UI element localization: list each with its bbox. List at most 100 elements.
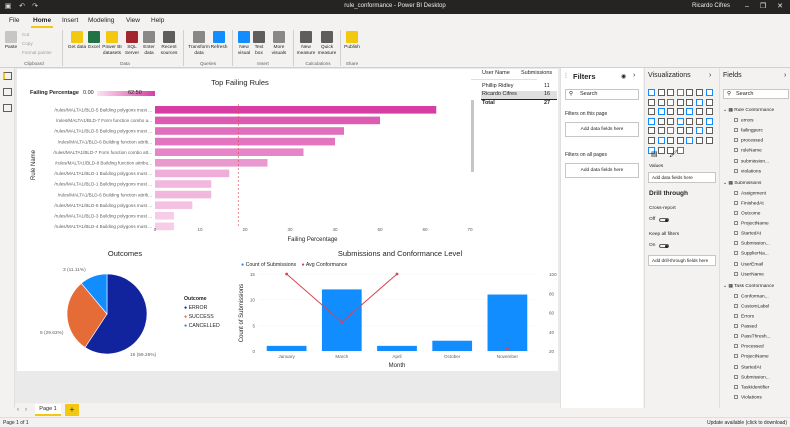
add-page-button[interactable]: + (65, 404, 79, 416)
field-item[interactable]: Conforman... (734, 293, 790, 299)
visual-type-icon[interactable] (667, 137, 675, 144)
checkbox[interactable] (734, 354, 738, 359)
bar-mark[interactable] (266, 345, 307, 351)
tab-home[interactable]: Home (30, 17, 54, 28)
checkbox[interactable] (734, 211, 738, 215)
bar-mark[interactable] (155, 222, 174, 231)
checkbox[interactable] (734, 324, 738, 329)
checkbox[interactable] (734, 334, 738, 339)
visual-type-icon[interactable] (686, 127, 694, 135)
field-item[interactable]: Submission... (734, 374, 790, 380)
checkbox[interactable] (734, 221, 738, 226)
page-filter-drop[interactable]: Add data fields here (565, 122, 639, 137)
maximize-icon[interactable]: ❐ (759, 3, 767, 10)
field-item[interactable]: UserName (734, 271, 790, 277)
data-view-icon[interactable] (3, 88, 12, 96)
visual-type-icon[interactable] (648, 117, 655, 125)
visual-type-icon[interactable] (676, 137, 684, 144)
field-item[interactable]: Processed (734, 344, 790, 350)
field-item[interactable]: ProjectName (734, 354, 790, 360)
visual-type-icon[interactable] (676, 146, 684, 154)
field-item[interactable]: TaskIdentifier (734, 384, 790, 390)
outcomes-pie[interactable] (40, 262, 240, 367)
field-item[interactable]: Errors (734, 314, 790, 319)
col-header-submissions[interactable]: Submissions (521, 70, 553, 76)
visual-type-icon[interactable] (657, 117, 665, 125)
visual-type-icon[interactable] (705, 117, 713, 125)
field-item[interactable]: errors (734, 118, 790, 123)
bar-mark[interactable] (155, 106, 437, 114)
visual-type-icon[interactable] (657, 108, 665, 116)
visual-type-icon[interactable] (705, 137, 713, 144)
field-item[interactable]: StartedAt (734, 231, 790, 236)
close-icon[interactable]: ✕ (777, 3, 783, 10)
field-item[interactable]: submission... (734, 158, 790, 164)
visual-type-icon[interactable] (657, 98, 665, 106)
visual-type-icon[interactable] (676, 117, 684, 125)
field-item[interactable]: Submission... (734, 241, 790, 247)
checkbox[interactable] (734, 394, 738, 399)
visual-type-icon[interactable] (648, 89, 655, 96)
table-row[interactable]: Phillip Ridley 11 (481, 83, 557, 91)
visual-type-icon[interactable] (648, 98, 655, 106)
visual-type-icon[interactable] (657, 127, 665, 135)
line-point[interactable] (285, 272, 288, 276)
submissions-chart[interactable]: 0 5 10 15 20 40 60 80 100 January March April Octobe… (235, 268, 558, 371)
visual-type-icon[interactable] (676, 127, 684, 135)
visual-type-icon[interactable] (676, 98, 684, 106)
user-name[interactable]: Ricardo Cifres (691, 3, 730, 9)
field-item[interactable]: Passed (734, 324, 790, 329)
checkbox[interactable] (734, 314, 738, 318)
visual-type-icon[interactable] (667, 89, 675, 96)
fields-well-icon[interactable]: ▤ (651, 151, 658, 158)
new-measure-button[interactable]: New measure (296, 31, 316, 56)
sql-server-button[interactable]: SQL Server (123, 31, 141, 56)
transform-data-button[interactable]: Transform data (187, 31, 211, 56)
field-item[interactable]: SupplierNa... (734, 251, 790, 257)
visual-type-icon[interactable] (696, 137, 703, 144)
checkbox[interactable] (734, 261, 738, 266)
bar-mark[interactable] (155, 169, 230, 178)
checkbox[interactable] (734, 303, 738, 308)
report-view-icon[interactable] (3, 72, 12, 80)
checkbox[interactable] (734, 168, 738, 173)
field-item[interactable]: ProjectName (734, 221, 790, 226)
excel-button[interactable]: Excel (86, 31, 102, 51)
bar-mark[interactable] (155, 212, 174, 220)
scrollbar[interactable] (471, 100, 474, 172)
tab-file[interactable]: File (9, 17, 20, 24)
recent-sources-button[interactable]: Recent sources (158, 31, 180, 56)
fields-search-input[interactable]: ⚲ Search (723, 89, 789, 99)
visual-type-icon[interactable] (696, 117, 703, 125)
enter-data-button[interactable]: Enter data (141, 31, 157, 56)
cut-button[interactable]: Cut (22, 32, 30, 37)
visual-type-icon[interactable] (667, 117, 675, 125)
checkbox[interactable] (734, 158, 738, 163)
tab-insert[interactable]: Insert (62, 17, 79, 24)
tab-modeling[interactable]: Modeling (88, 17, 115, 24)
visual-type-icon[interactable] (696, 98, 703, 106)
keep-filters-toggle[interactable] (659, 244, 669, 248)
visual-type-icon[interactable] (686, 137, 694, 144)
chevron-right-icon[interactable]: › (709, 72, 712, 79)
bar-mark[interactable] (321, 289, 362, 351)
field-item[interactable]: CustomLabel (734, 303, 790, 309)
visual-type-icon[interactable] (696, 108, 703, 116)
top-failing-chart[interactable]: /rules/MALTA1/BLD-5 Building polygons mu… (17, 100, 477, 245)
checkbox[interactable] (734, 200, 738, 205)
chevron-right-icon[interactable]: › (25, 407, 27, 413)
checkbox[interactable] (734, 384, 738, 389)
checkbox[interactable] (734, 190, 738, 195)
paint-roller-icon[interactable]: 🖌 (669, 151, 678, 158)
chevron-right-icon[interactable]: › (633, 72, 636, 79)
bar-mark[interactable] (155, 159, 268, 167)
bar-mark[interactable] (155, 148, 304, 156)
checkbox[interactable] (734, 118, 738, 123)
checkbox[interactable] (734, 251, 738, 256)
line-point[interactable] (506, 347, 509, 351)
update-notice[interactable]: Update available (click to download) (706, 420, 787, 426)
more-visuals-button[interactable]: More visuals (268, 31, 290, 56)
visual-type-icon[interactable] (696, 127, 703, 135)
text-box-button[interactable]: Text box (252, 31, 266, 56)
checkbox[interactable] (734, 128, 738, 133)
